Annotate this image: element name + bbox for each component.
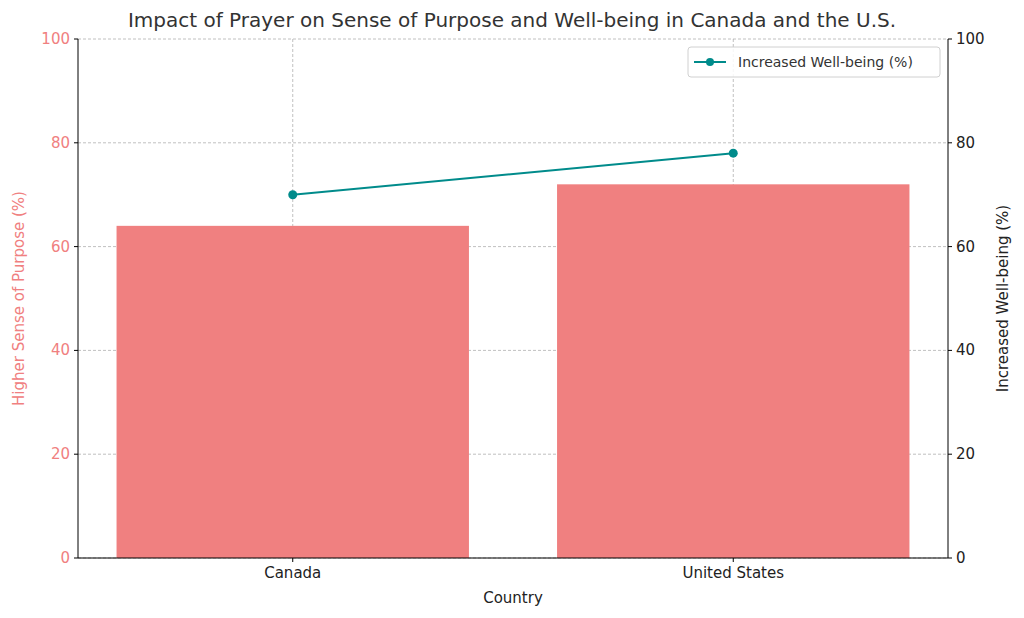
axes: 0 20 40 60 80 100 0 20 40 60 80 100 Canada United Sta… [41, 30, 984, 582]
tick-label: 40 [956, 341, 975, 359]
tick-label: 0 [60, 549, 70, 567]
x-axis-label: Country [483, 589, 543, 607]
y-axis-line [78, 39, 79, 558]
line [293, 153, 734, 195]
x-axis-line [78, 558, 948, 559]
tick [74, 558, 78, 559]
tick [74, 142, 78, 143]
tick [74, 39, 78, 40]
tick [948, 142, 952, 143]
tick-label: 80 [51, 134, 70, 152]
y2-axis-line [948, 39, 949, 558]
tick-label: 100 [41, 30, 70, 48]
tick-label: 60 [51, 238, 70, 256]
tick [292, 558, 293, 562]
legend-label: Increased Well-being (%) [738, 54, 913, 70]
chart: 0 20 40 60 80 100 0 20 40 60 80 100 Canada United Sta… [0, 0, 1024, 618]
grid-line [78, 142, 948, 143]
tick [948, 350, 952, 351]
tick [74, 350, 78, 351]
tick [948, 39, 952, 40]
grid-line [78, 39, 948, 40]
marker [729, 149, 738, 158]
y2-axis-label: Increased Well-being (%) [994, 205, 1012, 392]
tick [948, 558, 952, 559]
tick-label: 40 [51, 341, 70, 359]
tick-label: 0 [956, 549, 966, 567]
tick-label: 20 [51, 445, 70, 463]
tick-label: 20 [956, 445, 975, 463]
category-label: United States [682, 564, 784, 582]
tick [948, 454, 952, 455]
legend-marker [706, 58, 714, 66]
bar [557, 184, 909, 558]
grid-line [78, 558, 948, 559]
tick [948, 246, 952, 247]
marker [288, 190, 297, 199]
title: Impact of Prayer on Sense of Purpose and… [128, 8, 896, 32]
tick [733, 558, 734, 562]
tick [74, 246, 78, 247]
tick [74, 454, 78, 455]
tick-label: 100 [956, 30, 985, 48]
legend-box [688, 47, 940, 77]
legend: Increased Well-being (%) [688, 47, 940, 77]
y-axis-label: Higher Sense of Purpose (%) [10, 191, 28, 406]
grid [78, 39, 948, 558]
category-label: Canada [264, 564, 321, 582]
bar [117, 226, 469, 558]
tick-label: 80 [956, 134, 975, 152]
marks [117, 149, 910, 558]
background [0, 0, 1024, 618]
tick-label: 60 [956, 238, 975, 256]
